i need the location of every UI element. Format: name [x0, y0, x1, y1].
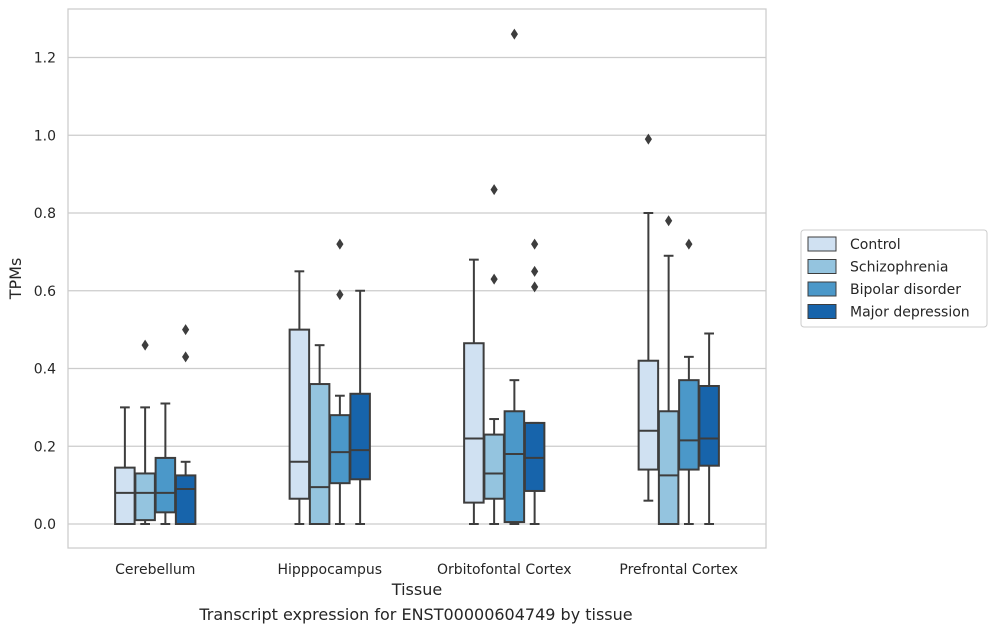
legend-swatch [807, 236, 837, 252]
y-axis-ticks: 0.0 0.2 0.4 0.6 0.8 1.0 1.2 [34, 51, 56, 534]
box-iqr [503, 410, 526, 524]
legend-item: Bipolar disorder [807, 281, 961, 298]
outlier-point [182, 324, 190, 336]
outlier-point [182, 351, 190, 363]
box-iqr [463, 342, 485, 504]
legend-item: Major depression [807, 304, 970, 321]
chart-caption: Transcript expression for ENST0000060474… [199, 605, 633, 624]
box-orbitofontal-cortex-bipolar-disorder [503, 28, 526, 525]
legend-item: Schizophrenia [807, 259, 948, 276]
outlier-point [510, 28, 518, 40]
outlier-point [490, 273, 498, 285]
box-iqr [678, 379, 700, 471]
box-hipppocampus-major-depression [349, 289, 371, 525]
box-cerebellum-major-depression [174, 324, 197, 525]
box-groups [114, 28, 720, 526]
box-iqr [698, 384, 720, 467]
outlier-point [685, 238, 693, 250]
box-cerebellum-schizophrenia [134, 339, 156, 525]
box-cerebellum-bipolar-disorder [154, 402, 177, 525]
grid-lines [68, 56, 766, 525]
legend-label: Control [850, 237, 901, 253]
box-prefrontal-cortex-bipolar-disorder [678, 238, 700, 525]
legend: Control Schizophrenia Bipolar disorder Majo… [800, 229, 988, 328]
box-hipppocampus-control [288, 270, 311, 525]
x-tick-label: Hipppocampus [277, 562, 382, 578]
box-iqr [483, 433, 505, 500]
box-orbitofontal-cortex-control [463, 258, 485, 525]
box-iqr [349, 392, 371, 481]
box-iqr [329, 414, 351, 485]
y-tick-label: 1.2 [34, 51, 56, 67]
x-axis-ticks: Cerebellum Hipppocampus Orbitofontal Corte… [115, 562, 738, 578]
outlier-point [336, 238, 344, 250]
box-iqr [114, 466, 136, 526]
y-tick-label: 0.4 [34, 362, 56, 378]
outlier-point [531, 281, 539, 293]
y-tick-label: 0.0 [34, 517, 56, 533]
y-tick-label: 0.8 [34, 206, 56, 222]
x-axis-label: Tissue [391, 580, 442, 599]
box-prefrontal-cortex-schizophrenia [657, 215, 680, 526]
x-tick-label: Cerebellum [115, 562, 195, 578]
legend-label: Schizophrenia [850, 260, 948, 276]
box-iqr [134, 472, 156, 522]
y-tick-label: 1.0 [34, 128, 56, 144]
box-hipppocampus-bipolar-disorder [329, 238, 351, 525]
box-prefrontal-cortex-major-depression [698, 332, 720, 525]
outlier-point [531, 265, 539, 277]
y-axis-label: TPMs [6, 258, 25, 301]
box-iqr [154, 456, 177, 514]
legend-frame [800, 229, 988, 328]
y-tick-label: 0.2 [34, 439, 56, 455]
legend-item: Control [807, 236, 901, 253]
box-orbitofontal-cortex-schizophrenia [483, 184, 505, 525]
y-tick-label: 0.6 [34, 284, 56, 300]
legend-swatch [807, 281, 837, 297]
box-iqr [288, 328, 311, 500]
box-hipppocampus-schizophrenia [308, 344, 331, 525]
legend-label: Bipolar disorder [850, 282, 961, 298]
legend-swatch [807, 304, 837, 319]
outlier-point [490, 184, 498, 196]
box-prefrontal-cortex-control [637, 133, 660, 502]
outlier-point [141, 339, 149, 351]
plot-frame [67, 8, 767, 549]
box-iqr [174, 474, 197, 525]
outlier-point [531, 238, 539, 250]
outlier-point [644, 133, 652, 145]
outlier-point [665, 215, 673, 227]
x-tick-label: Orbitofontal Cortex [437, 562, 572, 578]
box-iqr [657, 410, 680, 526]
box-iqr [637, 359, 660, 471]
legend-label: Major depression [850, 305, 970, 321]
x-tick-label: Prefrontal Cortex [619, 562, 738, 578]
outlier-point [336, 289, 344, 301]
box-iqr [308, 383, 331, 525]
legend-swatch [807, 259, 837, 274]
box-cerebellum-control [114, 406, 136, 526]
box-orbitofontal-cortex-major-depression [523, 238, 546, 525]
